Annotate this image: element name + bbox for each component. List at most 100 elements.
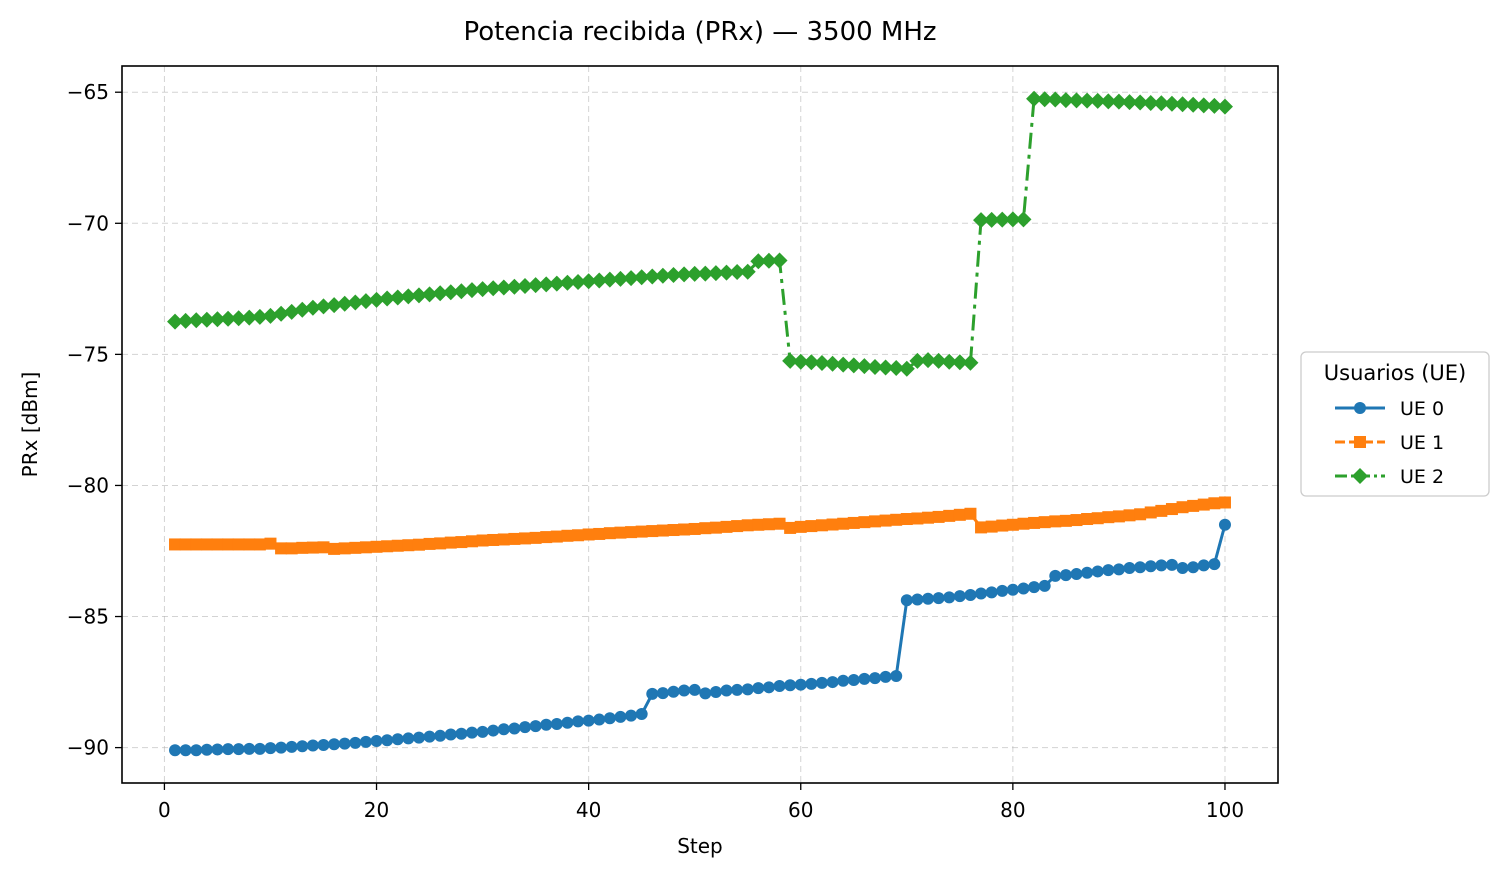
data-point-ue-0	[635, 708, 648, 721]
data-point-ue-2	[930, 352, 947, 369]
data-point-ue-1	[1006, 518, 1019, 531]
data-point-ue-0	[529, 720, 542, 733]
data-point-ue-2	[421, 286, 438, 303]
data-point-ue-2	[1079, 92, 1096, 109]
data-point-ue-2	[432, 285, 449, 302]
data-point-ue-0	[762, 681, 775, 694]
data-point-ue-2	[220, 310, 237, 327]
series-line-ue-0	[175, 524, 1227, 752]
data-point-ue-2	[771, 252, 788, 269]
data-point-ue-0	[805, 677, 818, 690]
data-point-ue-2	[294, 301, 311, 318]
data-point-ue-1	[434, 537, 447, 550]
data-point-ue-2	[336, 295, 353, 312]
data-point-ue-1	[996, 519, 1009, 532]
data-point-ue-1	[264, 537, 277, 550]
y-tick-label: −70	[67, 211, 109, 235]
x-tick-label: 100	[1206, 798, 1244, 822]
data-point-ue-1	[1112, 510, 1125, 523]
data-point-ue-1	[635, 525, 648, 538]
data-point-ue-2	[654, 267, 671, 284]
legend-marker-ue-1	[1354, 436, 1366, 448]
legend-items: UE 0 UE 1 UE 2	[1335, 398, 1444, 488]
data-point-ue-2	[357, 293, 374, 310]
data-point-ue-0	[890, 670, 903, 683]
data-point-ue-0	[815, 676, 828, 689]
data-point-ue-1	[1102, 511, 1115, 524]
data-point-ue-1	[932, 510, 945, 523]
data-point-ue-1	[1017, 517, 1030, 530]
data-point-ue-1	[678, 523, 691, 536]
data-point-ue-1	[296, 541, 309, 554]
data-point-ue-0	[1134, 561, 1147, 574]
data-point-ue-0	[349, 736, 362, 749]
legend-item-ue-1: UE 1	[1335, 432, 1444, 454]
data-point-ue-0	[709, 686, 722, 699]
data-point-ue-2	[920, 352, 937, 369]
data-point-ue-2	[506, 278, 523, 295]
data-point-ue-1	[285, 542, 298, 555]
data-point-ue-1	[306, 541, 319, 554]
legend-label-ue-0: UE 0	[1400, 398, 1444, 420]
data-point-ue-1	[805, 520, 818, 533]
data-point-ue-2	[835, 356, 852, 373]
x-tick-label: 60	[788, 798, 813, 822]
chart-title: Potencia recibida (PRx) — 3500 MHz	[463, 17, 936, 47]
data-point-ue-0	[1187, 561, 1200, 574]
data-point-ue-1	[232, 538, 245, 551]
data-point-ue-2	[782, 352, 799, 369]
data-point-ue-1	[1197, 498, 1210, 511]
plot-area	[121, 65, 1279, 784]
data-point-ue-0	[264, 742, 277, 755]
data-point-ue-2	[570, 274, 587, 291]
data-point-ue-0	[900, 594, 913, 607]
data-point-ue-2	[962, 354, 979, 371]
data-point-ue-2	[1121, 94, 1138, 111]
data-point-ue-0	[1176, 562, 1189, 575]
data-point-ue-0	[922, 592, 935, 605]
data-point-ue-0	[465, 726, 478, 739]
data-point-ue-2	[909, 352, 926, 369]
data-point-ue-0	[847, 673, 860, 686]
data-point-ue-1	[529, 531, 542, 544]
data-point-ue-2	[877, 359, 894, 376]
data-point-ue-2	[898, 360, 915, 377]
data-point-ue-2	[198, 311, 215, 328]
data-point-ue-2	[686, 265, 703, 282]
data-point-ue-2	[474, 281, 491, 298]
data-point-ue-2	[1004, 211, 1021, 228]
legend-label-ue-2: UE 2	[1400, 466, 1444, 488]
data-point-ue-1	[200, 538, 213, 551]
data-point-ue-0	[391, 733, 404, 746]
data-point-ue-1	[508, 532, 521, 545]
y-tick-label: −75	[67, 342, 109, 366]
data-point-ue-1	[338, 542, 351, 555]
data-point-ue-2	[527, 277, 544, 294]
data-point-ue-0	[614, 710, 627, 723]
data-point-ue-2	[1047, 91, 1064, 108]
data-point-ue-0	[412, 731, 425, 744]
data-point-ue-1	[317, 541, 330, 554]
data-point-ue-1	[1081, 513, 1094, 526]
data-point-ue-2	[623, 270, 640, 287]
data-point-ue-1	[1187, 499, 1200, 512]
data-point-ue-1	[1155, 504, 1168, 517]
data-point-ue-2	[824, 355, 841, 372]
data-point-ue-0	[561, 716, 574, 729]
data-point-ue-0	[932, 592, 945, 605]
data-point-ue-2	[941, 353, 958, 370]
data-point-ue-2	[379, 290, 396, 307]
x-tick-label: 20	[364, 798, 389, 822]
data-point-ue-0	[826, 676, 839, 689]
data-point-ue-0	[550, 718, 563, 731]
data-point-ue-0	[190, 744, 203, 757]
data-point-ue-1	[1134, 508, 1147, 521]
legend-label-ue-1: UE 1	[1400, 432, 1444, 454]
data-point-ue-2	[1216, 98, 1233, 115]
data-point-ue-2	[973, 212, 990, 229]
data-point-ue-2	[994, 211, 1011, 228]
data-point-ue-0	[370, 735, 383, 748]
data-point-ue-0	[169, 744, 182, 757]
data-point-ue-1	[868, 515, 881, 528]
data-point-ue-1	[519, 532, 532, 545]
